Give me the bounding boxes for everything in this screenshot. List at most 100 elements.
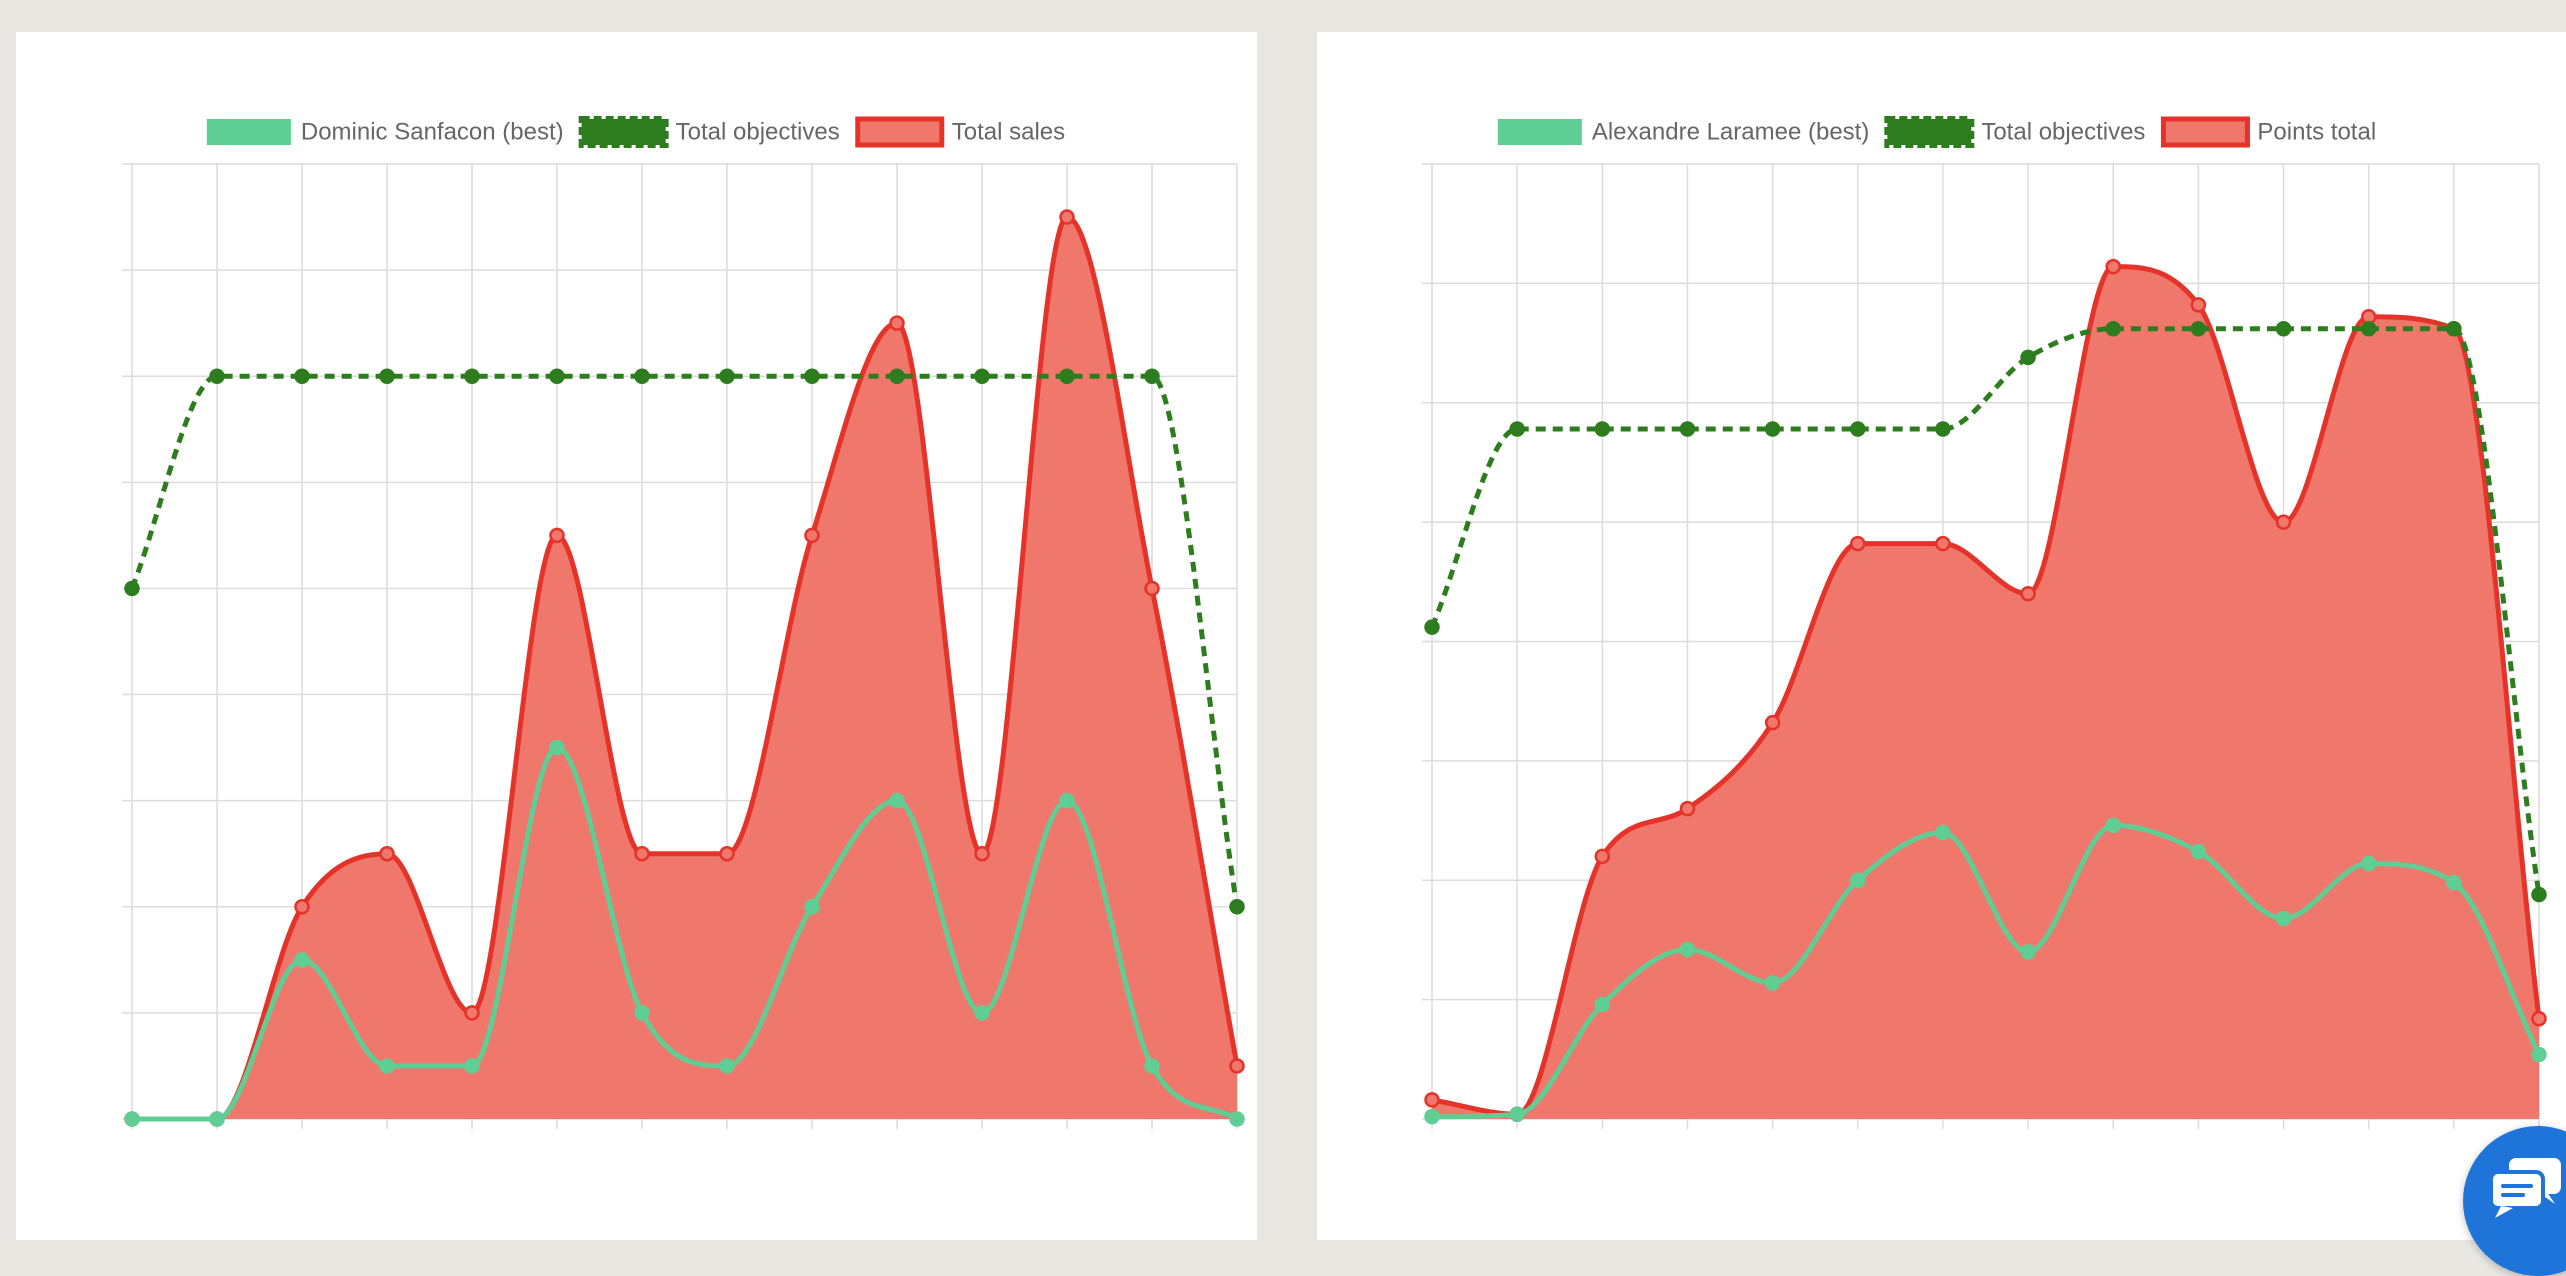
series-0: [1424, 817, 2547, 1125]
data-point: [889, 792, 905, 809]
chart-legend: Dominic Sanfacon (best) Total objectives T…: [206, 116, 1065, 148]
data-point: [1144, 368, 1160, 384]
data-point: [209, 368, 225, 384]
legend-swatch: [2160, 116, 2250, 148]
data-point: [2275, 320, 2292, 337]
data-point: [1059, 209, 1075, 225]
data-point: [2020, 586, 2036, 602]
data-point: [1935, 824, 1951, 841]
legend-label: Alexandre Laramee (best): [1592, 118, 1869, 145]
data-point: [1594, 421, 1611, 437]
legend-label: Total sales: [952, 118, 1065, 145]
chart-panel-history-points: Alexandre Laramee (best) Total objectives…: [1317, 32, 2566, 1240]
data-point: [549, 368, 565, 384]
data-point: [1850, 872, 1866, 888]
data-point: [804, 368, 820, 384]
data-point: [804, 527, 820, 544]
legend-item: Total objectives: [578, 116, 840, 148]
series-1: [1424, 320, 2547, 903]
series-1: [124, 368, 1245, 915]
data-point: [1764, 714, 1781, 731]
data-point: [2446, 874, 2462, 891]
series-2: [124, 209, 1245, 1127]
data-point: [2531, 1046, 2547, 1063]
chart-legend: Alexandre Laramee (best) Total objectives…: [1497, 116, 2376, 148]
data-point: [379, 368, 395, 384]
legend-swatch: [1884, 116, 1975, 148]
data-point: [464, 1005, 480, 1021]
data-point: [1424, 1092, 1440, 1108]
data-point: [2275, 910, 2292, 927]
opportunity-sold-chart: Dominic Sanfacon (best) Total objectives T…: [122, 116, 1245, 1129]
series-0: [124, 739, 1245, 1127]
legend-label: Points total: [2257, 118, 2376, 145]
data-point: [1424, 619, 1440, 635]
data-point: [2105, 817, 2121, 834]
data-point: [2531, 1010, 2547, 1027]
data-point: [2190, 297, 2207, 313]
data-point: [1059, 368, 1075, 384]
legend-swatch: [1497, 119, 1582, 145]
chart-panel-opportunity-sold: Dominic Sanfacon (best) Total objectives T…: [16, 32, 1257, 1240]
data-point: [1679, 941, 1696, 958]
data-point: [2531, 886, 2547, 903]
data-point: [719, 845, 735, 862]
legend-swatch: [206, 119, 291, 145]
data-point: [1144, 1058, 1160, 1074]
data-point: [1424, 1108, 1440, 1125]
data-point: [974, 1005, 990, 1021]
data-point: [124, 1111, 140, 1127]
data-point: [2105, 258, 2121, 275]
data-point: [2020, 944, 2036, 960]
data-point: [1935, 535, 1951, 552]
data-point: [294, 952, 310, 968]
series-2: [1424, 258, 2547, 1122]
data-point: [1764, 421, 1781, 437]
legend-swatch: [855, 116, 945, 148]
data-point: [974, 845, 990, 862]
legend-swatch: [578, 116, 669, 148]
chat-bubbles-icon: [2489, 1158, 2561, 1218]
legend-item: Total objectives: [1884, 116, 2145, 148]
data-point: [1679, 800, 1696, 817]
series-line: [1429, 326, 2542, 895]
data-point: [634, 368, 650, 384]
legend-item: Alexandre Laramee (best): [1497, 118, 1869, 145]
data-point: [124, 580, 140, 597]
legend-label: Total objectives: [676, 118, 840, 145]
series-line: [1431, 264, 2542, 1117]
data-point: [634, 845, 650, 862]
data-point: [1679, 421, 1696, 437]
series-area: [1432, 266, 2539, 1120]
data-point: [974, 368, 990, 384]
data-point: [1594, 996, 1611, 1013]
legend-label: Dominic Sanfacon (best): [301, 118, 564, 145]
data-point: [1059, 792, 1075, 809]
data-point: [2105, 320, 2121, 337]
data-point: [1935, 421, 1951, 437]
series-line: [129, 373, 1240, 908]
data-point: [719, 1058, 735, 1074]
data-point: [2020, 349, 2036, 366]
data-point: [1509, 421, 1525, 437]
data-point: [379, 845, 395, 862]
data-point: [1229, 1111, 1245, 1127]
data-point: [1509, 1106, 1525, 1122]
legend-item: Points total: [2160, 116, 2376, 148]
data-point: [1229, 899, 1245, 915]
data-point: [889, 368, 905, 384]
data-point: [1850, 535, 1866, 552]
data-point: [804, 899, 820, 915]
data-point: [209, 1111, 225, 1127]
data-point: [2446, 320, 2462, 337]
data-point: [379, 1058, 395, 1074]
data-point: [889, 315, 905, 331]
data-point: [549, 739, 565, 756]
data-point: [1850, 421, 1866, 437]
data-point: [2190, 843, 2207, 860]
data-point: [1229, 1058, 1245, 1074]
data-point: [2360, 855, 2377, 872]
data-point: [464, 1058, 480, 1074]
data-point: [2190, 320, 2207, 337]
data-point: [2360, 320, 2377, 337]
